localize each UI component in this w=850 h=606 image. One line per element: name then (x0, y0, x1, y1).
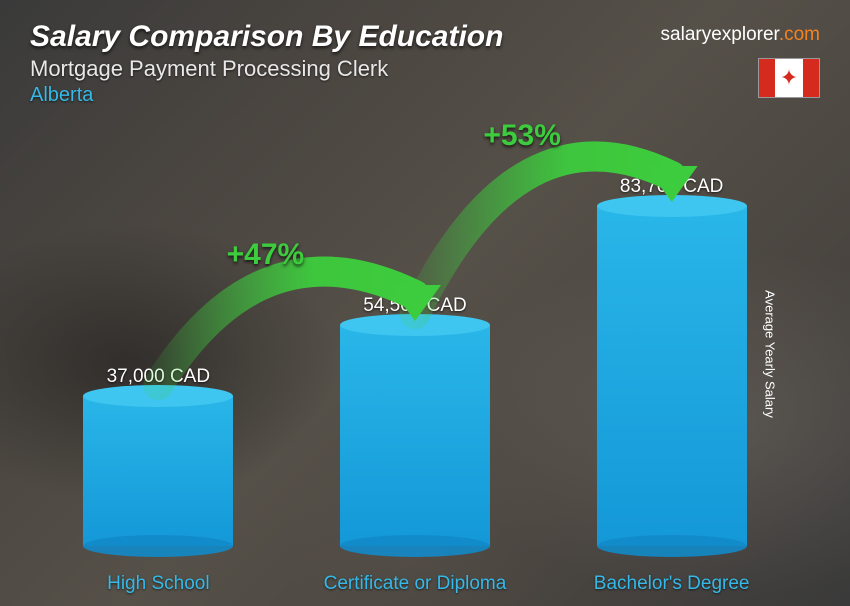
jump-pct-label: +53% (483, 119, 561, 153)
region-label: Alberta (30, 84, 820, 107)
brand-suffix: .com (779, 24, 820, 45)
header: Salary Comparison By Education Mortgage … (30, 20, 820, 107)
chart-area: Average Yearly Salary 37,000 CAD 54,500 … (30, 114, 820, 594)
brand-watermark: salaryexplorer.com (661, 24, 820, 46)
job-subtitle: Mortgage Payment Processing Clerk (30, 56, 820, 82)
brand-name: salaryexplorer (661, 24, 779, 45)
infographic-container: Salary Comparison By Education Mortgage … (0, 0, 850, 606)
jump-arrow-1 (30, 114, 800, 594)
canada-flag-icon: ✦ (758, 58, 820, 98)
